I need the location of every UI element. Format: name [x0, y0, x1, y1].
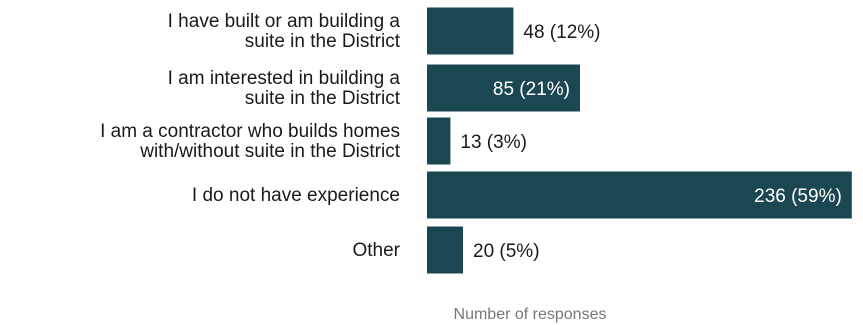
category-label: I have built or am building a suite in th… — [168, 11, 401, 52]
category-labels-group: I have built or am building a suite in th… — [100, 11, 401, 261]
category-label-line: suite in the District — [245, 88, 401, 109]
value-label: 85 (21%) — [493, 79, 570, 100]
bars-group — [427, 7, 852, 274]
category-label: I am interested in building a suite in th… — [168, 68, 401, 109]
category-label-line: I am interested in building a — [168, 68, 401, 89]
value-label: 236 (59%) — [754, 186, 842, 207]
category-label-line: Other — [352, 240, 400, 261]
value-label: 13 (3%) — [460, 132, 527, 153]
bar — [427, 64, 580, 112]
category-label-line: I am a contractor who builds homes — [100, 121, 400, 142]
bar — [427, 226, 463, 274]
bar — [427, 171, 852, 219]
category-label: I do not have experience — [192, 185, 400, 206]
bar — [427, 7, 514, 55]
bar — [427, 117, 451, 165]
category-label-line: I have built or am building a — [168, 11, 401, 32]
value-label: 20 (5%) — [473, 241, 540, 262]
category-label-line: I do not have experience — [192, 185, 400, 206]
category-label-line: with/without suite in the District — [139, 141, 400, 162]
x-axis-title: Number of responses — [454, 306, 607, 323]
value-labels-group: 48 (12%) 85 (21%) 13 (3%) 236 (59%) 20 (5%) — [460, 22, 841, 262]
category-label: I am a contractor who builds homes with/w… — [100, 121, 401, 162]
category-label: Other — [352, 240, 400, 261]
category-label-line: suite in the District — [245, 31, 401, 52]
value-label: 48 (12%) — [523, 22, 600, 43]
